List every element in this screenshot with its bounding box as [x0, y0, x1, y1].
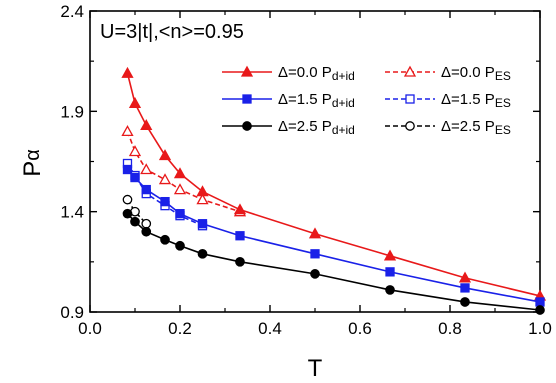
data-point: [461, 284, 469, 292]
data-point: [311, 250, 319, 258]
data-point: [142, 186, 150, 194]
legend-marker: [243, 122, 251, 130]
data-point: [142, 228, 150, 236]
y-tick-label: 1.9: [60, 102, 84, 121]
y-axis-label: Pα: [19, 149, 46, 177]
data-point: [123, 166, 131, 174]
x-tick-label: 0.6: [348, 319, 372, 338]
chart-annotation: U=3|t|,<n>=0.95: [100, 21, 244, 43]
x-tick-label: 0.4: [258, 319, 282, 338]
data-point: [123, 209, 131, 217]
x-tick-label: 0.8: [438, 319, 462, 338]
data-point: [161, 236, 169, 244]
data-point: [176, 242, 184, 250]
x-tick-label: 0.2: [168, 319, 192, 338]
data-point: [131, 218, 139, 226]
legend-marker: [243, 95, 251, 103]
data-point: [461, 298, 469, 306]
y-axis-label-sub: α: [22, 149, 44, 161]
y-tick-label: 1.4: [60, 203, 84, 222]
legend-marker: [406, 95, 414, 103]
data-point: [236, 258, 244, 266]
data-point: [199, 220, 207, 228]
data-point: [198, 250, 206, 258]
legend-marker: [406, 122, 414, 130]
data-point: [311, 270, 319, 278]
y-tick-label: 0.9: [60, 303, 84, 322]
data-point: [123, 195, 131, 203]
data-point: [236, 232, 244, 240]
data-point: [536, 298, 544, 306]
x-axis-label: T: [308, 355, 323, 382]
data-point: [536, 306, 544, 314]
svg-text:Pα: Pα: [19, 149, 46, 177]
data-point: [386, 286, 394, 294]
data-point: [142, 220, 150, 228]
y-axis-label-main: P: [19, 161, 46, 177]
data-point: [131, 174, 139, 182]
data-point: [176, 210, 184, 218]
y-tick-label: 2.4: [60, 2, 84, 21]
data-point: [386, 268, 394, 276]
data-point: [161, 198, 169, 206]
x-tick-label: 1.0: [528, 319, 552, 338]
